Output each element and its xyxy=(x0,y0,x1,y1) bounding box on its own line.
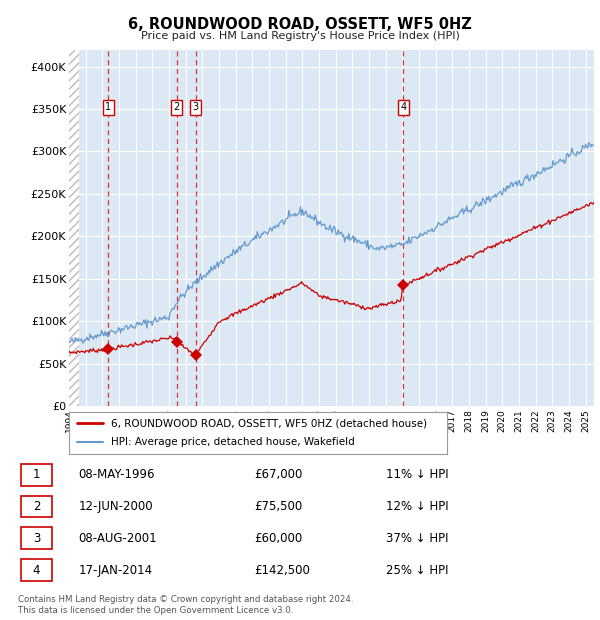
Text: 6, ROUNDWOOD ROAD, OSSETT, WF5 0HZ (detached house): 6, ROUNDWOOD ROAD, OSSETT, WF5 0HZ (deta… xyxy=(110,418,427,428)
FancyBboxPatch shape xyxy=(20,495,52,518)
Text: 2: 2 xyxy=(33,500,40,513)
Text: 25% ↓ HPI: 25% ↓ HPI xyxy=(386,564,449,577)
Text: £142,500: £142,500 xyxy=(254,564,310,577)
Text: 08-MAY-1996: 08-MAY-1996 xyxy=(78,468,155,481)
Text: 1: 1 xyxy=(105,102,112,112)
Text: £67,000: £67,000 xyxy=(254,468,302,481)
FancyBboxPatch shape xyxy=(20,559,52,581)
Text: 11% ↓ HPI: 11% ↓ HPI xyxy=(386,468,449,481)
Text: Price paid vs. HM Land Registry's House Price Index (HPI): Price paid vs. HM Land Registry's House … xyxy=(140,31,460,41)
Text: 12-JUN-2000: 12-JUN-2000 xyxy=(78,500,153,513)
Text: HPI: Average price, detached house, Wakefield: HPI: Average price, detached house, Wake… xyxy=(110,438,355,448)
Text: 3: 3 xyxy=(33,532,40,545)
Text: 6, ROUNDWOOD ROAD, OSSETT, WF5 0HZ: 6, ROUNDWOOD ROAD, OSSETT, WF5 0HZ xyxy=(128,17,472,32)
Text: Contains HM Land Registry data © Crown copyright and database right 2024.: Contains HM Land Registry data © Crown c… xyxy=(18,595,353,604)
Text: 4: 4 xyxy=(400,102,406,112)
Text: 12% ↓ HPI: 12% ↓ HPI xyxy=(386,500,449,513)
FancyBboxPatch shape xyxy=(20,527,52,549)
Text: This data is licensed under the Open Government Licence v3.0.: This data is licensed under the Open Gov… xyxy=(18,606,293,616)
Text: £60,000: £60,000 xyxy=(254,532,302,545)
Text: £75,500: £75,500 xyxy=(254,500,302,513)
Bar xyxy=(69,50,79,406)
Text: 4: 4 xyxy=(33,564,40,577)
FancyBboxPatch shape xyxy=(20,464,52,485)
Text: 2: 2 xyxy=(173,102,179,112)
Text: 3: 3 xyxy=(193,102,199,112)
Text: 17-JAN-2014: 17-JAN-2014 xyxy=(78,564,152,577)
Text: 08-AUG-2001: 08-AUG-2001 xyxy=(78,532,157,545)
Text: 1: 1 xyxy=(33,468,40,481)
Text: 37% ↓ HPI: 37% ↓ HPI xyxy=(386,532,449,545)
